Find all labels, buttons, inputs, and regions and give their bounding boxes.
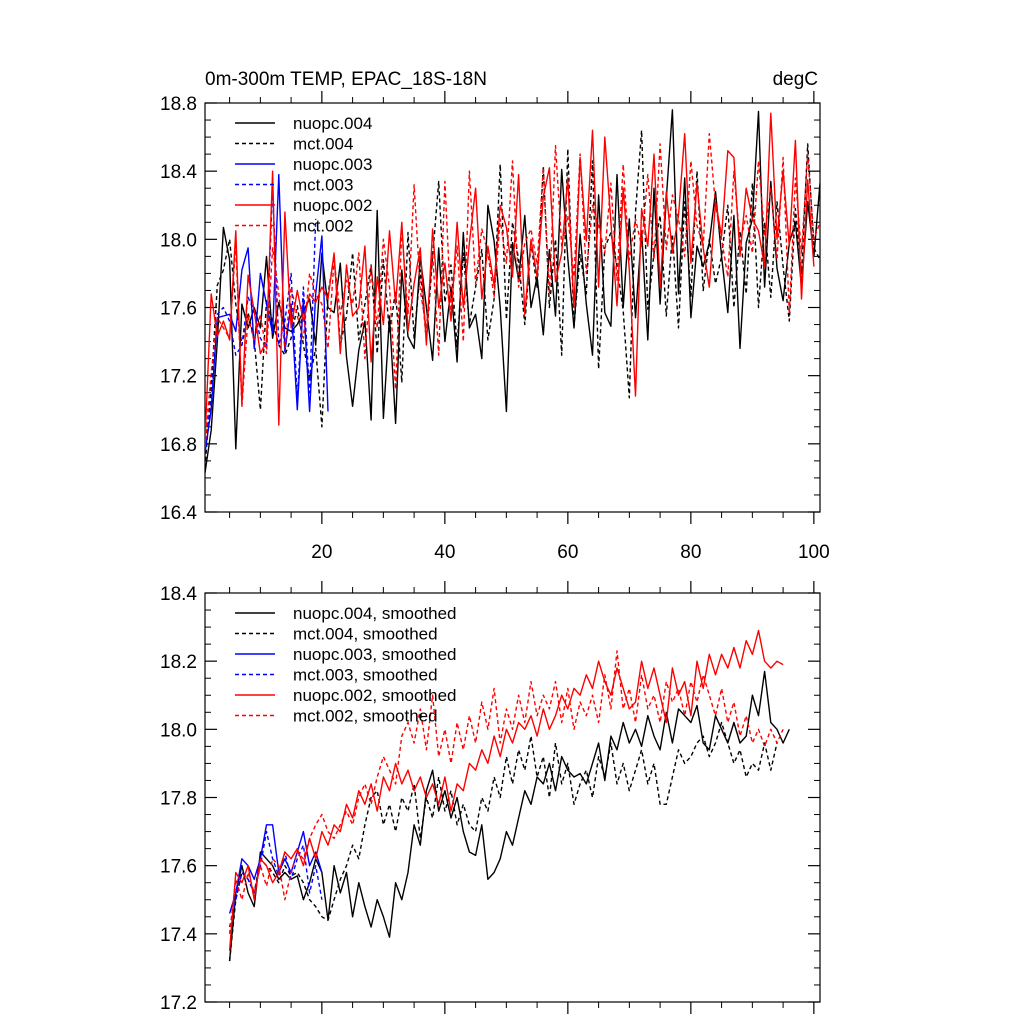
y-tick-label: 18.0 <box>160 720 197 741</box>
series-group <box>228 629 790 962</box>
series-group <box>205 109 820 473</box>
top-panel-units: degC <box>773 69 818 90</box>
legend-label: nuopc.003, smoothed <box>293 645 457 664</box>
series-line-nuopc-003-smoothed <box>228 824 323 914</box>
y-tick-label: 17.2 <box>160 993 197 1014</box>
series-line-mct-003 <box>205 185 317 448</box>
y-tick-label: 18.4 <box>160 162 197 183</box>
y-tick-label: 18.4 <box>160 584 197 605</box>
series-line-mct-004-smoothed <box>228 721 778 962</box>
series-line-nuopc-003 <box>205 173 329 453</box>
y-tick-label: 18.0 <box>160 230 197 251</box>
bottom-panel: 17.2 17.4 17.6 17.8 18.0 18.2 18.4 nuopc.004, s… <box>160 581 821 1014</box>
series-line-nuopc-002-smoothed <box>228 629 784 951</box>
legend-label: nuopc.003 <box>293 155 372 174</box>
y-tick-label: 16.8 <box>160 435 197 456</box>
legend-label: mct.003, smoothed <box>293 666 438 685</box>
y-tick-label: 17.2 <box>160 367 197 388</box>
top-panel-title: 0m-300m TEMP, EPAC_18S-18N <box>205 69 487 90</box>
y-tick-label: 17.6 <box>160 857 197 878</box>
legend-label: mct.004, smoothed <box>293 625 438 644</box>
legend-label: mct.003 <box>293 176 353 195</box>
y-tick-label: 17.8 <box>160 789 197 810</box>
legend-label: mct.004 <box>293 135 353 154</box>
y-tick-label: 18.8 <box>160 94 197 115</box>
y-tick-label: 17.6 <box>160 299 197 320</box>
y-tick-label: 17.4 <box>160 925 197 946</box>
x-tick-label: 60 <box>557 542 578 563</box>
series-line-mct-004 <box>205 129 820 468</box>
series-line-mct-002 <box>205 132 820 448</box>
x-tick-label: 100 <box>798 542 830 563</box>
x-tick-label: 40 <box>434 542 455 563</box>
legend-label: nuopc.004 <box>293 114 372 133</box>
x-tick-label: 80 <box>680 542 701 563</box>
legend-label: nuopc.002 <box>293 196 372 215</box>
legend-label: mct.002 <box>293 217 353 236</box>
legend-label: mct.002, smoothed <box>293 707 438 726</box>
series-line-nuopc-002 <box>205 112 815 441</box>
series-line-nuopc-004-smoothed <box>228 670 790 962</box>
y-tick-label: 16.4 <box>160 503 197 524</box>
series-line-mct-002-smoothed <box>228 650 784 934</box>
x-tick-label: 20 <box>311 542 332 563</box>
legend-label: nuopc.002, smoothed <box>293 686 457 705</box>
y-tick-label: 18.2 <box>160 652 197 673</box>
top-panel: 0m-300m TEMP, EPAC_18S-18N degC 20 40 60 80… <box>160 69 830 563</box>
legend-label: nuopc.004, smoothed <box>293 604 457 623</box>
series-line-mct-003-smoothed <box>228 830 323 928</box>
